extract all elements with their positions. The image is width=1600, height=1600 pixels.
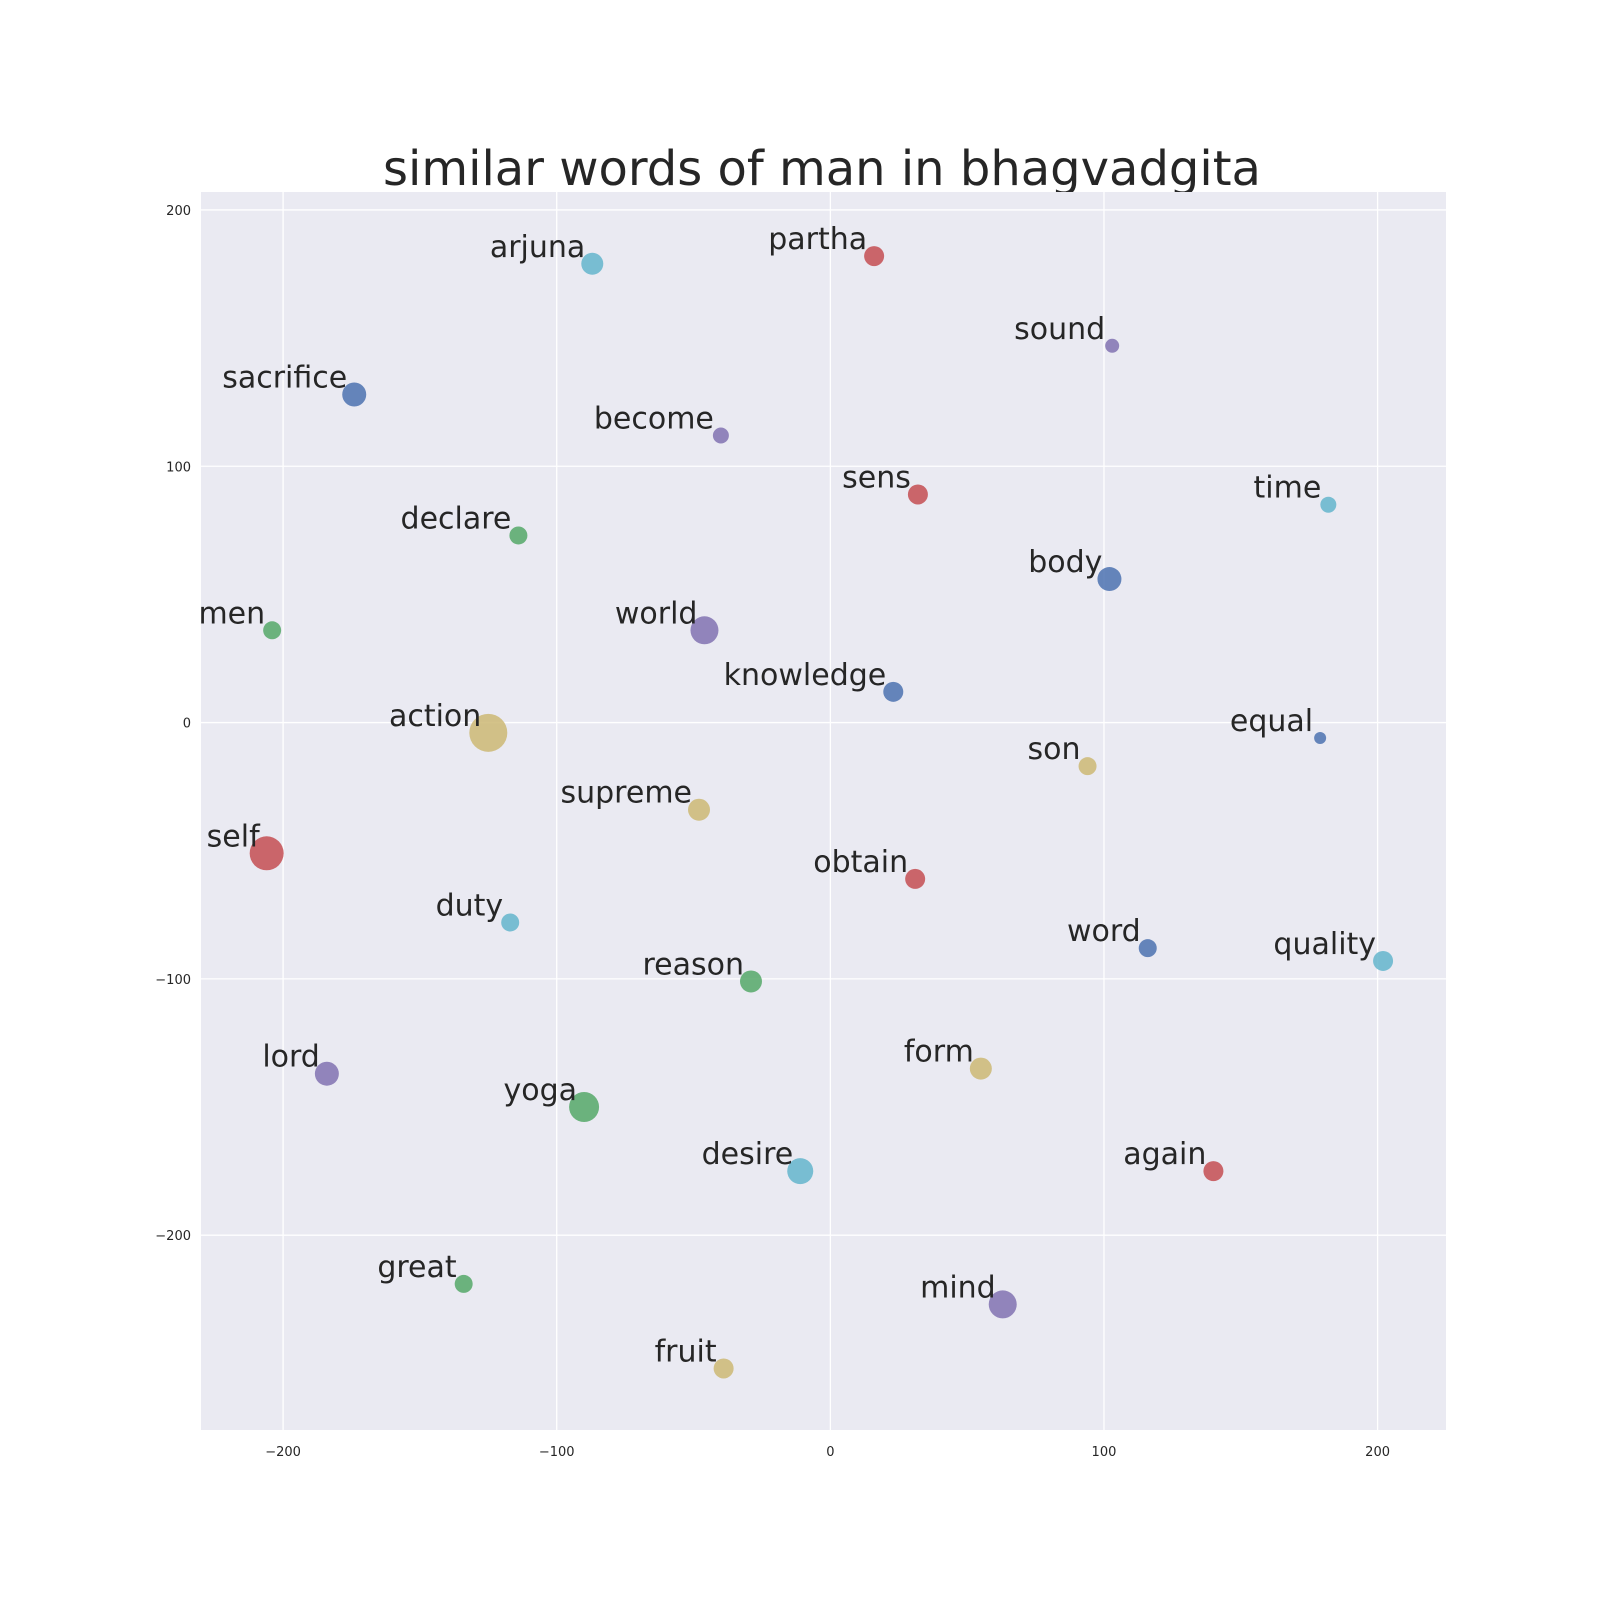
point-label-self: self <box>207 819 261 854</box>
data-point-son <box>1078 757 1097 776</box>
data-point-world <box>690 616 719 645</box>
point-labels: arjuna partha sound sacrifice become sens time… <box>198 222 1376 1369</box>
point-label-become: become <box>594 401 714 436</box>
point-label-son: son <box>1028 732 1081 767</box>
point-label-action: action <box>389 699 481 734</box>
data-point-partha <box>864 246 885 267</box>
data-point-arjuna <box>581 252 604 275</box>
data-point-quality <box>1373 950 1394 971</box>
data-point-sens <box>907 484 928 505</box>
data-point-body <box>1097 567 1122 592</box>
data-point-obtain <box>905 868 926 889</box>
point-label-quality: quality <box>1273 927 1376 962</box>
data-point-supreme <box>688 798 710 821</box>
data-point-reason <box>739 970 762 993</box>
y-axis-ticks: 200 100 0 −100 −200 <box>155 204 191 1244</box>
point-label-sens: sens <box>842 460 911 495</box>
y-tick-label: −200 <box>155 1229 191 1244</box>
x-tick-label: −100 <box>539 1445 575 1460</box>
point-label-obtain: obtain <box>813 845 908 880</box>
point-label-sound: sound <box>1014 312 1105 347</box>
point-label-mind: mind <box>920 1270 996 1305</box>
point-label-great: great <box>377 1250 457 1285</box>
y-tick-label: 0 <box>183 717 191 732</box>
data-point-yoga <box>569 1092 600 1123</box>
data-point-time <box>1320 496 1337 513</box>
y-tick-label: 200 <box>166 204 191 219</box>
data-point-sound <box>1105 338 1120 353</box>
data-point-great <box>454 1274 473 1293</box>
data-points <box>249 246 1394 1379</box>
point-label-body: body <box>1028 545 1102 580</box>
plot-area <box>201 192 1446 1430</box>
data-point-equal <box>1314 731 1327 744</box>
point-label-declare: declare <box>401 501 512 536</box>
point-label-men: men <box>198 596 265 631</box>
chart-title: similar words of man in bhagvadgita <box>383 141 1261 197</box>
x-tick-label: 100 <box>1092 1445 1117 1460</box>
x-tick-label: 0 <box>826 1445 834 1460</box>
grid <box>201 192 1446 1430</box>
y-tick-label: −100 <box>155 973 191 988</box>
data-point-fruit <box>713 1358 734 1379</box>
data-point-mind <box>988 1290 1017 1319</box>
point-label-fruit: fruit <box>655 1334 717 1369</box>
point-label-duty: duty <box>436 888 504 923</box>
data-point-form <box>969 1057 992 1080</box>
point-label-knowledge: knowledge <box>724 658 887 693</box>
point-label-reason: reason <box>642 947 744 982</box>
x-tick-label: 200 <box>1365 1445 1390 1460</box>
data-point-knowledge <box>883 681 904 702</box>
y-tick-label: 100 <box>166 460 191 475</box>
point-label-arjuna: arjuna <box>490 230 585 265</box>
point-label-time: time <box>1254 471 1322 506</box>
x-axis-ticks: −200 −100 0 100 200 <box>265 1445 1390 1460</box>
data-point-desire <box>787 1158 814 1185</box>
data-point-sacrifice <box>342 382 367 407</box>
point-label-again: again <box>1123 1137 1206 1172</box>
point-label-equal: equal <box>1230 704 1313 739</box>
point-label-world: world <box>615 596 698 631</box>
data-point-lord <box>314 1061 339 1086</box>
point-label-yoga: yoga <box>504 1073 578 1108</box>
data-point-again <box>1203 1161 1224 1182</box>
data-point-self <box>249 836 284 871</box>
point-label-form: form <box>904 1035 974 1070</box>
data-point-duty <box>501 913 520 932</box>
data-point-declare <box>509 526 528 545</box>
point-label-partha: partha <box>768 222 867 257</box>
data-point-men <box>263 621 282 640</box>
point-label-lord: lord <box>262 1040 320 1075</box>
data-point-action <box>469 713 508 752</box>
x-tick-label: −200 <box>265 1445 301 1460</box>
data-point-word <box>1138 939 1157 958</box>
point-label-desire: desire <box>702 1137 794 1172</box>
point-label-supreme: supreme <box>561 776 693 811</box>
point-label-word: word <box>1067 914 1141 949</box>
point-label-sacrifice: sacrifice <box>222 360 347 395</box>
data-point-become <box>712 427 729 444</box>
